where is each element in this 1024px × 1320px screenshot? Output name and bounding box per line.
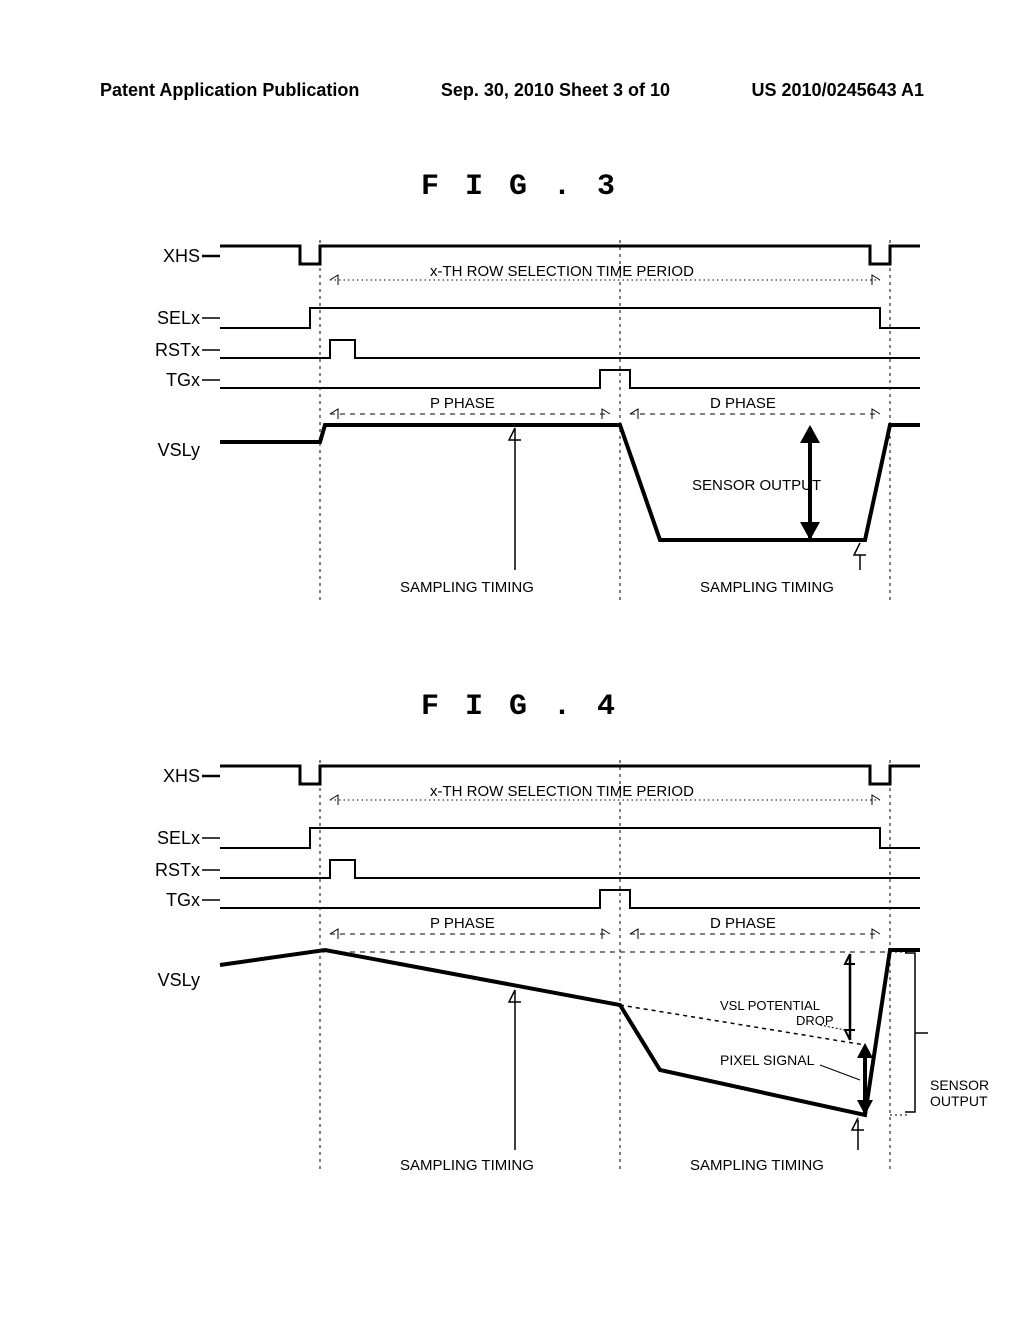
fig3-st2: SAMPLING TIMING: [700, 579, 834, 596]
fig4-title: F I G . 4: [120, 690, 920, 724]
fig4-sensout2: OUTPUT: [930, 1093, 988, 1109]
fig3-svg: x-TH ROW SELECTION TIME PERIOD P PHASE D…: [120, 200, 920, 630]
fig3-dphase: D PHASE: [710, 395, 776, 412]
fig4-sensout1: SENSOR: [930, 1077, 989, 1093]
fig4-rowsel: x-TH ROW SELECTION TIME PERIOD: [430, 783, 694, 800]
fig3-title: F I G . 3: [120, 170, 920, 204]
fig3-st1: SAMPLING TIMING: [400, 579, 534, 596]
header-left: Patent Application Publication: [100, 80, 359, 101]
fig3-pphase: P PHASE: [430, 395, 495, 412]
fig4-svg: x-TH ROW SELECTION TIME PERIOD P PHASE D…: [120, 720, 1000, 1220]
fig4-st2: SAMPLING TIMING: [690, 1157, 824, 1174]
figure-3-panel: F I G . 3 XHS SELx RSTx TGx VSLy x: [120, 200, 920, 630]
header-mid: Sep. 30, 2010 Sheet 3 of 10: [441, 80, 670, 101]
fig4-dphase: D PHASE: [710, 915, 776, 932]
figure-4-panel: F I G . 4 XHS SELx RSTx TGx VSLy x-TH R: [120, 720, 1000, 1220]
header-right: US 2010/0245643 A1: [752, 80, 924, 101]
fig3-sensor-out: SENSOR OUTPUT: [692, 477, 821, 494]
fig4-vsldrop2: DROP: [796, 1013, 834, 1028]
fig3-rowsel: x-TH ROW SELECTION TIME PERIOD: [430, 263, 694, 280]
fig4-st1: SAMPLING TIMING: [400, 1157, 534, 1174]
patent-header: Patent Application Publication Sep. 30, …: [100, 80, 924, 101]
fig4-pixsig: PIXEL SIGNAL: [720, 1052, 815, 1068]
fig4-pphase: P PHASE: [430, 915, 495, 932]
fig4-vsldrop1: VSL POTENTIAL: [720, 998, 820, 1013]
